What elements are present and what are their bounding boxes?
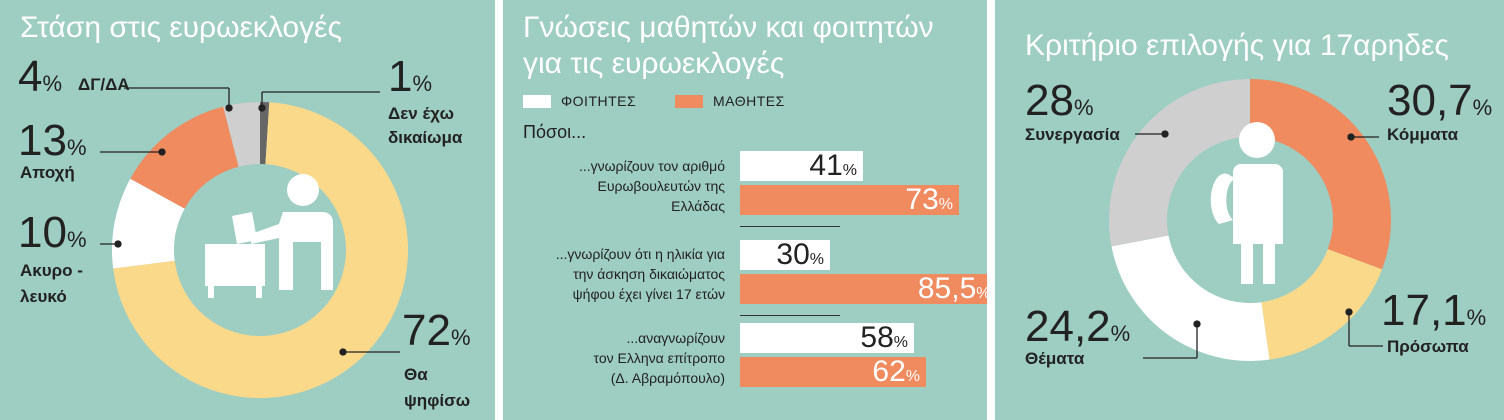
legend-swatch-students [523, 95, 551, 108]
panel-title: Κριτήριο επιλογής για 17αρηδες [1025, 29, 1449, 62]
legend-label-pupils: ΜΑΘΗΤΕΣ [713, 93, 785, 109]
panel-title-line2: για τις ευρωεκλογές [523, 47, 785, 80]
label-will-vote: Θα ψηφίσω [404, 365, 471, 410]
label-no-right: Δεν έχω δικαίωμα [388, 104, 463, 147]
value-parties: 30,7% [1387, 76, 1493, 125]
bar-q3-students: 58% [740, 322, 914, 354]
criterion-slice-2 [1261, 249, 1383, 360]
value-invalid-blank: 10% [18, 208, 87, 257]
panel-title: Στάση στις ευρωεκλογές [20, 11, 342, 44]
value-dg-da: 4% [18, 52, 63, 101]
donut-chart-attitude [100, 87, 408, 398]
attitude-slice-3 [112, 178, 185, 269]
donut-chart-criterion [1109, 79, 1391, 361]
label-parties: Κόμματα [1387, 125, 1459, 144]
label-persons: Πρόσωπα [1387, 337, 1469, 356]
bar-q3-pupils: 62% [740, 356, 926, 388]
value-abstention: 13% [18, 116, 87, 165]
attitude-slice-4 [130, 106, 239, 209]
panel-knowledge: Γνώσεις μαθητών και φοιτητών για τις ευρ… [503, 0, 987, 420]
criterion-slice-4 [1109, 79, 1250, 247]
panel-title-line1: Γνώσεις μαθητών και φοιτητών [523, 11, 934, 44]
label-issues: Θέματα [1025, 349, 1085, 368]
label-cooperation: Συνεργασία [1025, 125, 1120, 144]
label-invalid-blank: Ακυρο - λευκό [20, 261, 83, 306]
value-no-right: 1% [388, 52, 433, 101]
question-3-text: ...αναγνωρίζουν τον Ελληνα επίτροπο (Δ. … [593, 330, 725, 386]
attitude-slice-1 [260, 102, 270, 165]
bar-q1-pupils: 73% [740, 184, 959, 216]
attitude-slice-2 [113, 102, 408, 398]
question-2-text: ...γνωρίζουν ότι η ηλικία για την άσκηση… [555, 246, 725, 302]
attitude-slice-5 [223, 102, 260, 167]
label-abstention: Αποχή [20, 163, 75, 182]
voter-ballot-box-icon [205, 174, 333, 298]
subtitle: Πόσοι... [523, 122, 587, 142]
panel-election-attitude: Στάση στις ευρωεκλογές 4% ΔΓ/ΔΑ 1% Δεν έ… [0, 0, 495, 420]
bar-q2-pupils: 85,5% [740, 273, 987, 305]
value-cooperation: 28% [1025, 76, 1094, 125]
bar-q1-students: 41% [740, 150, 863, 182]
value-will-vote: 72% [402, 306, 471, 355]
criterion-slice-1 [1250, 79, 1391, 270]
legend-label-students: ΦΟΙΤΗΤΕΣ [561, 93, 637, 109]
value-persons: 17,1% [1381, 286, 1487, 335]
separator [740, 226, 840, 227]
question-1-text: ...γνωρίζουν τον αριθμό Ευρωβουλευτών τη… [578, 158, 725, 214]
criterion-slice-3 [1111, 235, 1270, 361]
panel-selection-criterion: Κριτήριο επιλογής για 17αρηδες 28% Συνερ… [995, 0, 1504, 420]
label-dg-da: ΔΓ/ΔΑ [78, 75, 130, 94]
value-issues: 24,2% [1025, 302, 1131, 351]
bar-q2-students: 30% [740, 239, 830, 271]
legend-swatch-pupils [675, 95, 703, 108]
separator [740, 315, 840, 316]
student-with-backpack-icon [1210, 122, 1283, 284]
